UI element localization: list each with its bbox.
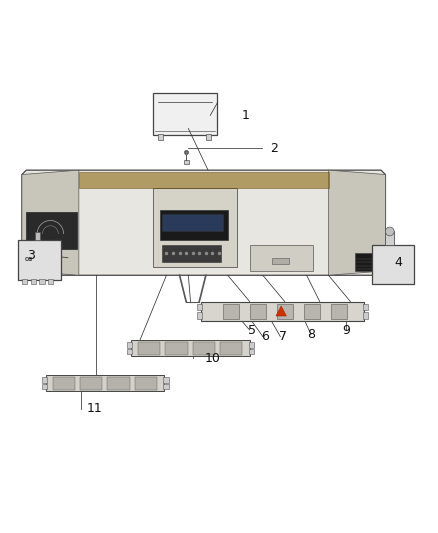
FancyBboxPatch shape: [127, 342, 132, 348]
FancyBboxPatch shape: [42, 384, 47, 389]
FancyBboxPatch shape: [249, 342, 254, 348]
FancyBboxPatch shape: [26, 253, 53, 271]
Text: 5: 5: [248, 324, 256, 336]
FancyBboxPatch shape: [42, 377, 47, 383]
FancyBboxPatch shape: [193, 342, 215, 354]
FancyBboxPatch shape: [223, 304, 239, 319]
Text: 2: 2: [270, 142, 278, 155]
FancyBboxPatch shape: [197, 304, 202, 310]
FancyBboxPatch shape: [127, 349, 132, 354]
FancyBboxPatch shape: [153, 93, 217, 135]
FancyBboxPatch shape: [184, 159, 189, 164]
FancyBboxPatch shape: [272, 258, 289, 264]
FancyBboxPatch shape: [250, 304, 266, 319]
Text: OG: OG: [25, 257, 32, 262]
FancyBboxPatch shape: [26, 212, 77, 249]
FancyBboxPatch shape: [162, 245, 221, 262]
FancyBboxPatch shape: [18, 240, 61, 280]
FancyBboxPatch shape: [35, 232, 40, 240]
FancyBboxPatch shape: [277, 304, 293, 319]
FancyBboxPatch shape: [138, 342, 160, 354]
FancyBboxPatch shape: [153, 188, 237, 266]
FancyBboxPatch shape: [331, 304, 347, 319]
FancyBboxPatch shape: [163, 377, 169, 383]
FancyBboxPatch shape: [363, 304, 368, 310]
Text: 6: 6: [261, 330, 269, 343]
FancyBboxPatch shape: [48, 279, 53, 284]
FancyBboxPatch shape: [363, 312, 368, 319]
FancyBboxPatch shape: [160, 209, 228, 240]
Text: 3: 3: [27, 249, 35, 262]
Polygon shape: [22, 170, 385, 275]
Circle shape: [385, 227, 394, 236]
FancyBboxPatch shape: [250, 245, 313, 271]
Polygon shape: [328, 170, 385, 275]
FancyBboxPatch shape: [162, 214, 223, 231]
Text: 1: 1: [241, 109, 249, 122]
FancyBboxPatch shape: [131, 340, 250, 356]
FancyBboxPatch shape: [206, 134, 211, 140]
FancyBboxPatch shape: [46, 375, 164, 391]
FancyBboxPatch shape: [80, 377, 102, 390]
FancyBboxPatch shape: [220, 342, 243, 354]
FancyBboxPatch shape: [249, 349, 254, 354]
FancyBboxPatch shape: [385, 231, 394, 245]
Polygon shape: [22, 170, 79, 275]
FancyBboxPatch shape: [372, 245, 414, 284]
FancyBboxPatch shape: [53, 377, 75, 390]
Text: 8: 8: [307, 328, 315, 341]
FancyBboxPatch shape: [79, 172, 328, 188]
FancyBboxPatch shape: [355, 253, 381, 271]
Text: 7: 7: [279, 330, 286, 343]
FancyBboxPatch shape: [163, 384, 169, 389]
FancyBboxPatch shape: [304, 304, 320, 319]
FancyBboxPatch shape: [107, 377, 130, 390]
FancyBboxPatch shape: [166, 342, 187, 354]
Text: 10: 10: [205, 352, 220, 365]
Text: 9: 9: [342, 324, 350, 336]
Text: 11: 11: [86, 402, 102, 415]
FancyBboxPatch shape: [22, 279, 27, 284]
FancyBboxPatch shape: [158, 134, 163, 140]
FancyBboxPatch shape: [39, 279, 45, 284]
FancyBboxPatch shape: [197, 312, 202, 319]
FancyBboxPatch shape: [31, 279, 36, 284]
FancyBboxPatch shape: [201, 302, 364, 321]
FancyBboxPatch shape: [135, 377, 157, 390]
Text: 4: 4: [395, 256, 403, 269]
Polygon shape: [276, 306, 286, 316]
